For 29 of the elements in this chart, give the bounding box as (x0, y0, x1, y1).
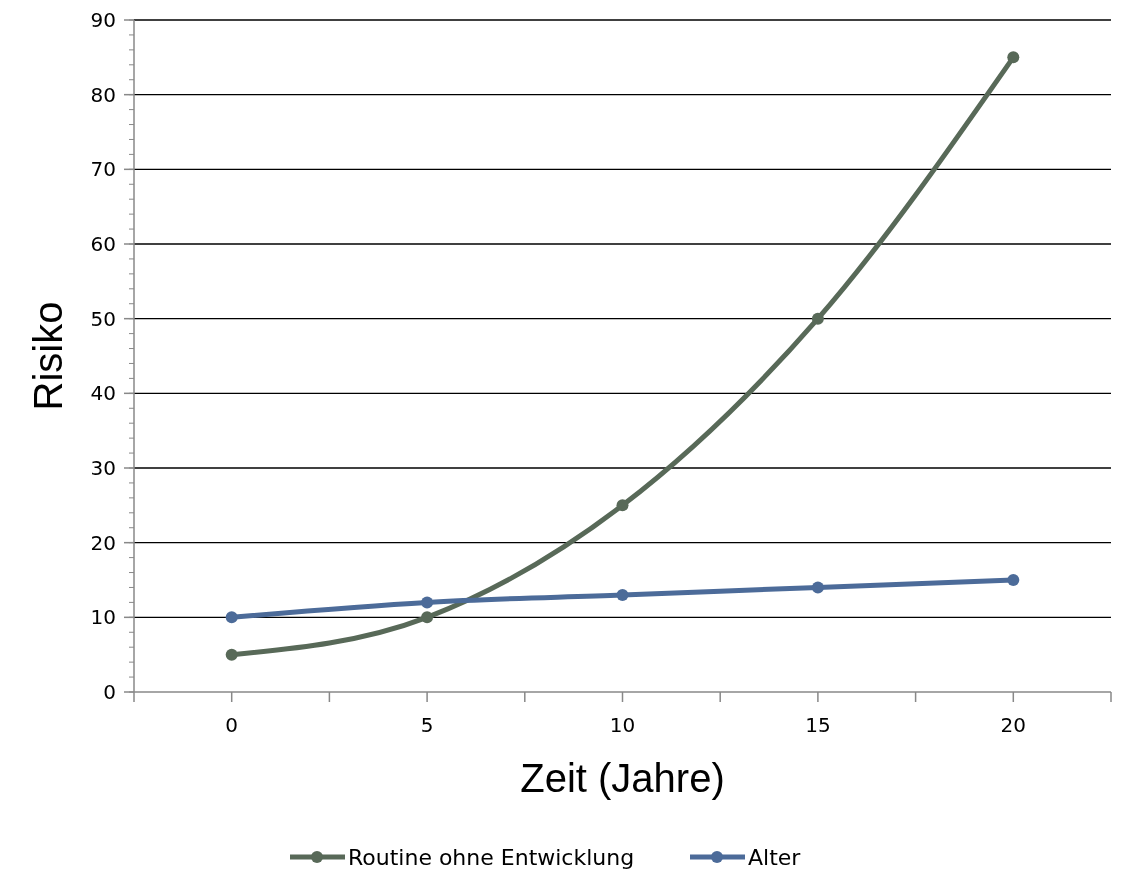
y-tick-label: 60 (90, 232, 116, 256)
point (811, 312, 824, 325)
point (616, 588, 629, 601)
y-tick-label: 90 (90, 8, 116, 32)
x-tick-label: 15 (805, 713, 831, 737)
y-tick-label: 30 (90, 456, 116, 480)
x-axis-title: Zeit (Jahre) (520, 756, 725, 800)
y-tick-label: 0 (103, 680, 116, 704)
y-tick-label: 80 (90, 82, 116, 107)
point (421, 596, 434, 609)
y-tick-label: 40 (90, 381, 116, 406)
point (616, 499, 629, 512)
point (1007, 574, 1020, 586)
point (225, 648, 238, 661)
y-tick-label: 70 (90, 157, 116, 182)
legend-label: Alter (748, 844, 802, 870)
y-tick-label: 50 (90, 306, 116, 331)
point (1007, 51, 1020, 64)
x-tick-label: 0 (225, 713, 239, 737)
point (811, 581, 824, 594)
x-tick-label: 5 (420, 713, 434, 737)
point (421, 611, 434, 624)
x-tick-label: 10 (609, 713, 636, 737)
x-tick-label: 20 (1000, 713, 1027, 737)
y-tick-label: 10 (90, 605, 116, 630)
legend-label: Routine ohne Entwicklung (348, 844, 635, 870)
y-axis-title: Risiko (26, 301, 70, 411)
point (225, 611, 238, 624)
y-tick-label: 20 (90, 530, 116, 555)
